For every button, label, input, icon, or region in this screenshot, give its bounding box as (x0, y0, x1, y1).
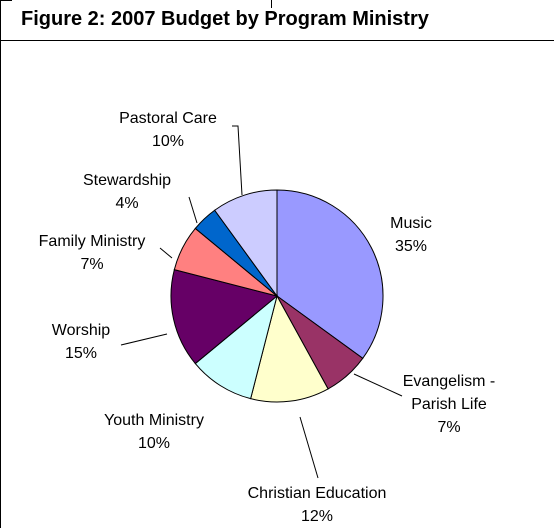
leader-line (299, 416, 319, 479)
slice-name-label: Evangelism - (403, 373, 495, 390)
slice-name-label: Pastoral Care (119, 110, 217, 127)
leader-line (159, 247, 173, 259)
slice-label-youth-ministry: Youth Ministry 10% (104, 412, 204, 452)
pie-slice-pastoral-care (213, 189, 278, 298)
slice-value-label: 7% (437, 419, 460, 436)
slice-label-worship: Worship 15% (52, 322, 110, 362)
chart-title: Figure 2: 2007 Budget by Program Ministr… (21, 8, 429, 30)
frame-border-left (0, 0, 1, 528)
slice-name-label: Stewardship (83, 172, 171, 189)
slice-label-stewardship: Stewardship 4% (83, 172, 171, 212)
slice-name-label: Family Ministry (39, 233, 146, 250)
slice-name-label: Christian Education (248, 485, 387, 502)
slice-label-pastoral-care: Pastoral Care 10% (119, 110, 217, 150)
slice-value-label: 12% (301, 508, 333, 525)
slice-label-music: Music 35% (390, 215, 432, 255)
pie-slice-worship (170, 269, 279, 365)
leader-line (232, 125, 243, 196)
slice-value-label: 4% (115, 195, 138, 212)
slice-name-label: Music (390, 215, 432, 232)
leader-line (353, 373, 403, 397)
slice-value-label: 7% (80, 256, 103, 273)
slice-label-christian-education: Christian Education 12% (248, 485, 387, 525)
leader-line (188, 196, 198, 224)
frame-border-top (0, 0, 12, 1)
slice-name-label: Worship (52, 322, 110, 339)
pie-slice-christian-education (250, 294, 329, 403)
slice-value-label: 10% (152, 133, 184, 150)
slice-value-label: 10% (138, 435, 170, 452)
leader-line (120, 333, 168, 346)
slice-name-label: Parish Life (411, 396, 487, 413)
pie-slice-music (276, 189, 384, 360)
slice-value-label: 15% (65, 345, 97, 362)
slice-name-label: Youth Ministry (104, 412, 204, 429)
title-rule (0, 40, 554, 41)
frame-tick (271, 0, 272, 8)
slice-label-family-ministry: Family Ministry 7% (39, 233, 146, 273)
slice-label-evangelism-parish-life: Evangelism - Parish Life 7% (403, 373, 495, 436)
slice-value-label: 35% (395, 238, 427, 255)
